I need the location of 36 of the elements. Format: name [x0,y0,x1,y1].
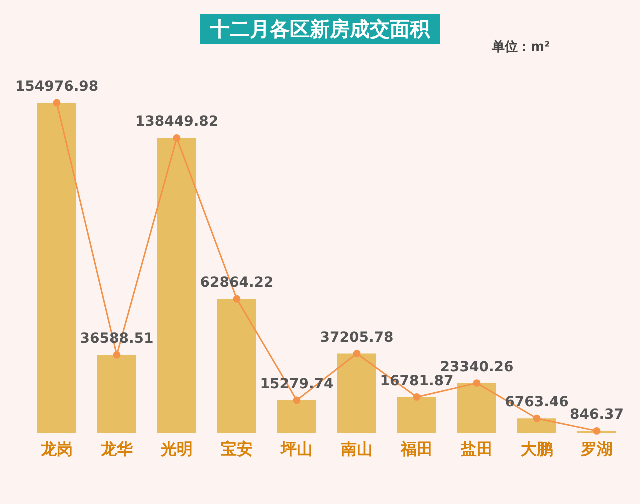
x-tick-label: 盐田 [460,440,493,458]
point [173,134,181,142]
bar [278,400,316,433]
point [293,396,301,404]
bar [158,138,196,433]
x-tick-label: 龙华 [100,440,133,458]
data-label: 138449.82 [135,114,219,130]
data-label: 37205.78 [320,330,394,346]
bar [98,355,136,433]
data-label: 846.37 [570,407,624,424]
x-tick-label: 光明 [160,440,193,458]
point [353,350,361,358]
bar [38,103,76,433]
point [593,427,601,435]
bar [518,418,556,433]
data-label: 23340.26 [440,359,514,376]
text: 单位：m² [492,39,550,56]
x-tick-label: 南山 [340,440,373,458]
x-tick-label: 福田 [400,440,433,458]
point [533,414,541,422]
bar [218,299,256,433]
data-label: 154976.98 [15,79,99,95]
point [53,99,61,107]
bar [398,397,436,433]
x-tick-label: 宝安 [221,440,253,458]
x-tick-label: 罗湖 [580,440,613,458]
point [113,351,121,359]
x-tick-label: 龙岗 [40,440,73,458]
bar [338,354,376,433]
point [473,380,481,387]
x-tick-label: 坪山 [280,440,313,458]
x-tick-label: 大鹏 [521,440,553,458]
point [233,295,241,303]
bar [458,383,496,433]
chart-title: 十二月各区新房成交面积 [200,14,440,44]
point [413,394,421,401]
